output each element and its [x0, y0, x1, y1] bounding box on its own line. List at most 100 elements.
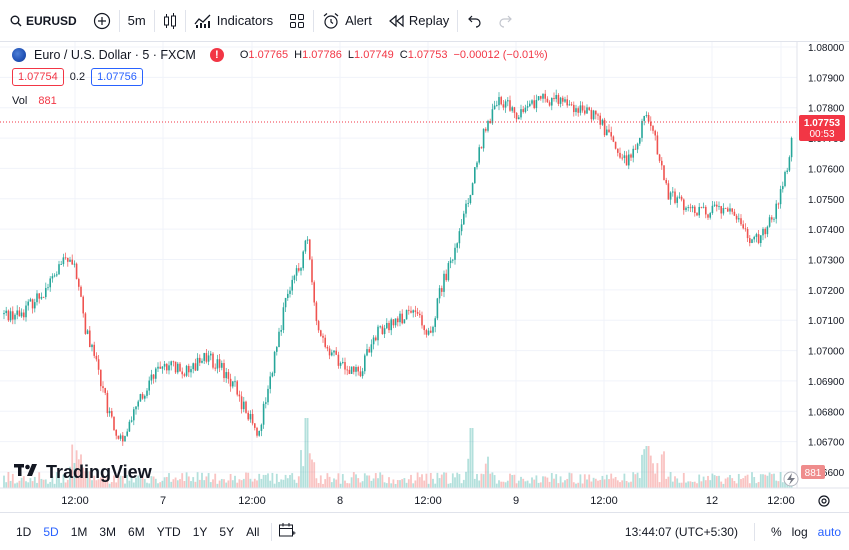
candle-body — [698, 206, 700, 216]
volume-bar — [152, 476, 155, 488]
volume-bar — [403, 478, 406, 488]
log-toggle[interactable]: log — [791, 524, 808, 539]
candle-body — [357, 367, 359, 372]
volume-bar — [187, 476, 190, 488]
volume-bar — [632, 472, 635, 488]
indicators-button[interactable]: Indicators — [186, 0, 281, 42]
range-button-1y[interactable]: 1Y — [192, 524, 208, 539]
candle-body — [619, 152, 621, 158]
candle-body — [229, 378, 232, 387]
candle-body — [144, 395, 146, 399]
candle-body — [661, 160, 663, 166]
volume-bar — [308, 453, 311, 488]
market-closed-icon[interactable]: ! — [209, 48, 224, 62]
candle-body — [168, 365, 170, 371]
price-axis[interactable]: 1.080001.079001.078001.077001.076001.075… — [783, 42, 849, 512]
volume-bar — [608, 479, 610, 488]
volume-bar — [300, 450, 302, 488]
interval-button[interactable]: 5m — [120, 0, 154, 42]
symbol-search-button[interactable]: EURUSD — [0, 0, 85, 42]
volume-bar — [764, 474, 767, 488]
range-button-6m[interactable]: 6M — [128, 524, 145, 539]
volume-bar — [553, 478, 555, 488]
candle-body — [775, 203, 777, 219]
tradingview-logo[interactable]: TradingView — [14, 462, 152, 483]
price-chart[interactable]: 1.080001.079001.078001.077001.076001.075… — [0, 42, 849, 512]
candle-body — [595, 110, 597, 115]
candle-body — [667, 183, 670, 200]
tradingview-wordmark: TradingView — [46, 462, 152, 482]
volume-bar — [256, 480, 258, 488]
sell-price-button[interactable]: 1.07754 — [12, 68, 64, 86]
volume-bar — [251, 481, 254, 488]
candle-body — [786, 170, 788, 172]
candle-body — [273, 351, 276, 374]
range-button-3m[interactable]: 3M — [99, 524, 117, 539]
volume-bar — [223, 479, 225, 488]
range-button-ytd[interactable]: YTD — [156, 524, 181, 539]
candle-body — [260, 424, 263, 431]
candle-body — [232, 381, 234, 387]
volume-bar — [447, 483, 450, 488]
chart-type-button[interactable] — [155, 0, 185, 42]
candle-body — [740, 218, 742, 225]
volume-bar — [75, 450, 78, 488]
volume-bar — [546, 477, 549, 488]
clock-timezone[interactable]: 13:44:07 (UTC+5:30) — [624, 524, 738, 539]
candle-body — [304, 240, 307, 252]
volume-bar — [174, 477, 177, 488]
buy-price-button[interactable]: 1.07756 — [91, 68, 143, 86]
auto-scale-toggle[interactable]: auto — [817, 524, 841, 539]
replay-button[interactable]: Replay — [380, 0, 457, 42]
alert-button[interactable]: Alert — [314, 0, 380, 42]
candle-body — [394, 318, 397, 326]
volume-bar — [414, 480, 417, 488]
go-to-date-button[interactable] — [278, 522, 296, 541]
settings-gear-icon[interactable] — [818, 495, 830, 507]
range-button-all[interactable]: All — [246, 524, 260, 539]
candle-body — [575, 108, 577, 113]
volume-bar — [491, 472, 494, 488]
candle-body — [166, 363, 168, 371]
range-button-5d[interactable]: 5D — [43, 524, 59, 539]
candle-body — [146, 390, 148, 396]
candle-body — [735, 215, 738, 220]
percent-toggle[interactable]: % — [770, 524, 782, 539]
volume-bar — [297, 476, 300, 488]
volume-bar — [729, 474, 731, 488]
candle-body — [320, 330, 322, 336]
range-button-5y[interactable]: 5Y — [219, 524, 235, 539]
candle-body — [133, 409, 135, 421]
volume-bar — [326, 473, 329, 488]
volume-bar — [392, 479, 395, 488]
time-axis[interactable]: 12:00 7 12:00 8 12:00 9 12:00 12 12:00 — [0, 487, 849, 507]
range-button-1d[interactable]: 1D — [16, 524, 32, 539]
volume-bar — [269, 480, 272, 488]
range-button-1m[interactable]: 1M — [70, 524, 88, 539]
compare-button[interactable] — [85, 0, 119, 42]
volume-bar — [638, 478, 641, 488]
candle-body — [401, 313, 403, 324]
volume-bar — [205, 476, 208, 488]
volume-bar — [429, 472, 432, 488]
volume-bar — [311, 459, 313, 488]
redo-icon — [498, 14, 514, 28]
candle-body — [27, 301, 29, 306]
volume-bar — [550, 473, 553, 488]
volume-bar — [572, 482, 575, 488]
candle-body — [498, 97, 500, 106]
candle-body — [333, 350, 335, 353]
candle-body — [603, 119, 606, 136]
redo-button[interactable] — [490, 0, 522, 42]
undo-button[interactable] — [458, 0, 490, 42]
volume-bar — [676, 478, 679, 488]
volume-bar — [601, 475, 604, 488]
candle-body — [97, 359, 100, 370]
templates-button[interactable] — [281, 0, 313, 42]
candle-body — [566, 99, 568, 106]
candle-body — [14, 314, 16, 320]
candle-body — [614, 141, 617, 149]
volume-bar — [77, 459, 80, 488]
chart-pane[interactable]: 1.080001.079001.078001.077001.076001.075… — [0, 42, 849, 512]
candle-body — [430, 330, 432, 333]
